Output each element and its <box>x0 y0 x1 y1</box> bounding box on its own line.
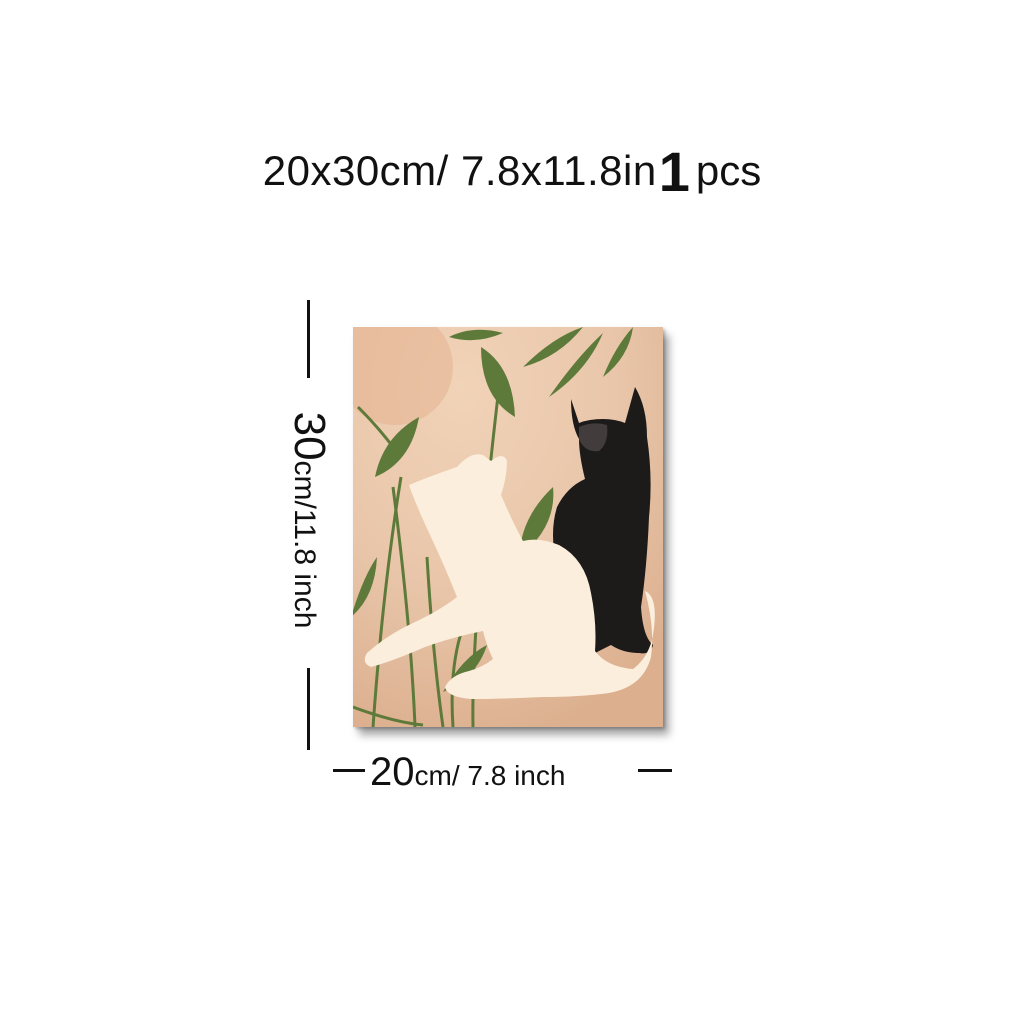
leaf <box>481 347 515 417</box>
width-dimension-line-left <box>333 769 365 772</box>
leaf <box>375 417 419 477</box>
height-unit: cm/11.8 inch <box>288 460 321 629</box>
width-label: 20cm/ 7.8 inch <box>370 752 565 792</box>
leaf <box>449 329 503 341</box>
leaf <box>549 333 603 397</box>
leaf <box>519 487 554 557</box>
leaf <box>353 557 377 616</box>
height-dimension-line-top <box>307 300 310 378</box>
width-dimension-line-right <box>638 769 672 772</box>
black-cat-face-shade <box>579 423 608 452</box>
sun-circle <box>353 327 453 425</box>
size-text: 20x30cm/ 7.8x11.8in <box>262 147 657 194</box>
quantity-number: 1 <box>658 140 690 203</box>
quantity-unit: pcs <box>695 147 762 194</box>
width-value: 20 <box>370 750 415 794</box>
leaf <box>603 327 633 377</box>
cat-illustration <box>353 327 663 727</box>
size-title: 20x30cm/ 7.8x11.8in1 pcs <box>0 138 1024 200</box>
width-unit: cm/ 7.8 inch <box>414 760 566 791</box>
height-label: 30cm/11.8 inch <box>285 411 334 629</box>
height-value: 30 <box>285 411 334 461</box>
height-dimension-line-bottom <box>307 668 310 750</box>
leaf <box>523 327 583 367</box>
canvas-painting <box>353 327 663 727</box>
leaves <box>353 327 633 692</box>
white-cat <box>364 454 655 699</box>
